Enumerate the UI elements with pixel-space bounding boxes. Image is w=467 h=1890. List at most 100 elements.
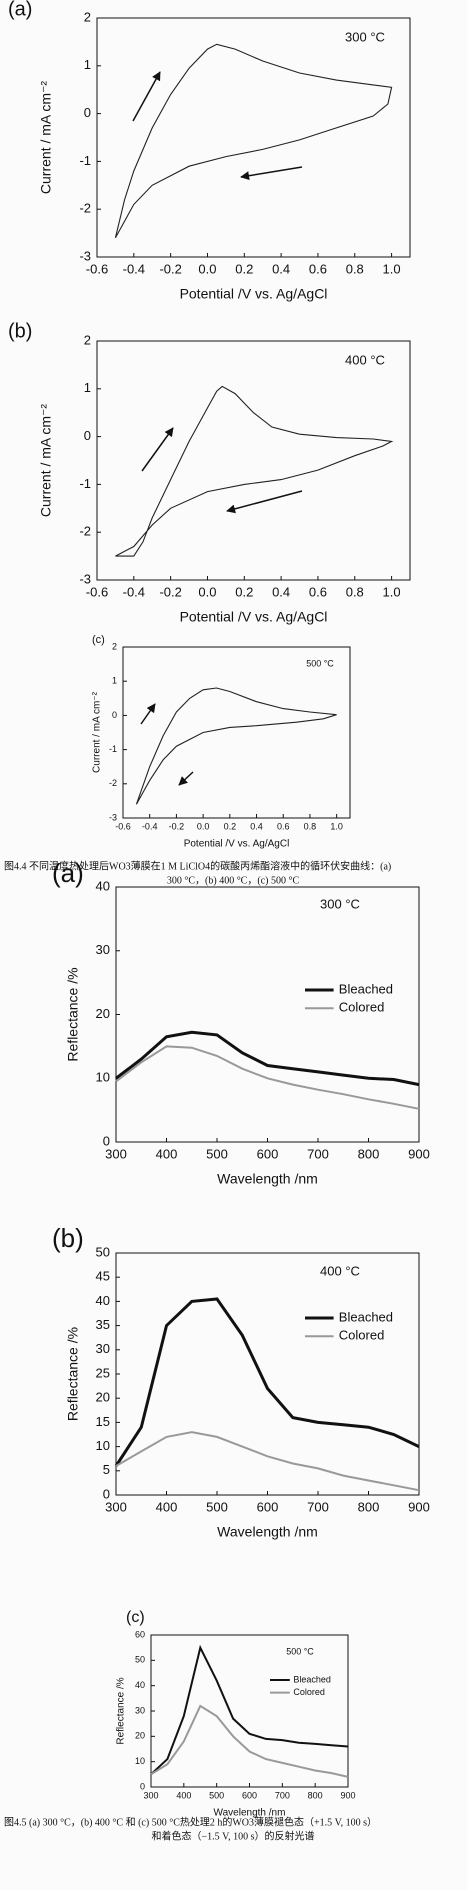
y-tick-label: 2	[84, 9, 91, 24]
y-axis-label: Reflectance /%	[65, 1327, 81, 1421]
plot-frame	[150, 1634, 349, 1788]
x-tick-label: 0.6	[309, 261, 327, 276]
y-tick-label: -2	[79, 201, 91, 216]
x-tick-label: 0.8	[346, 584, 364, 599]
x-tick-label: 300	[143, 1790, 158, 1800]
y-tick-label: 30	[96, 942, 110, 957]
x-tick-label: 300	[105, 1146, 127, 1161]
data-line	[114, 43, 393, 239]
y-tick-label: 50	[96, 1244, 110, 1259]
data-line	[115, 385, 394, 557]
x-tick-label: -0.4	[142, 821, 158, 831]
x-tick-label: 300	[105, 1499, 127, 1514]
x-tick-label: 900	[408, 1146, 430, 1161]
x-tick-label: 1.0	[383, 584, 401, 599]
panel-label: (a)	[52, 858, 84, 888]
data-line	[115, 1045, 420, 1110]
x-axis-label: Potential /V vs. Ag/AgCl	[184, 839, 290, 850]
x-tick-label: 400	[176, 1790, 191, 1800]
x-tick-label: 600	[242, 1790, 257, 1800]
y-tick-label: 20	[96, 1390, 110, 1405]
y-tick-label: 10	[96, 1070, 110, 1085]
y-tick-label: 10	[135, 1756, 145, 1766]
y-tick-label: 40	[96, 878, 110, 893]
x-tick-label: 700	[307, 1146, 329, 1161]
annotation: 500 °C	[286, 1646, 314, 1656]
x-axis-label: Potential /V vs. Ag/AgCl	[180, 285, 328, 301]
caption: 和着色态（−1.5 V, 100 s）的反射光谱	[152, 1829, 315, 1842]
legend-label: Bleached	[293, 1674, 331, 1684]
y-axis-label: Current / mA cm⁻²	[38, 81, 54, 195]
y-tick-label: 5	[103, 1462, 110, 1477]
y-tick-label: -3	[79, 571, 91, 586]
y-tick-label: 20	[135, 1731, 145, 1741]
x-tick-label: 700	[275, 1790, 290, 1800]
panel-label: (a)	[8, 0, 32, 20]
x-tick-label: 900	[408, 1499, 430, 1514]
y-tick-label: 20	[96, 1006, 110, 1021]
y-tick-label: 30	[96, 1341, 110, 1356]
x-tick-label: 600	[257, 1146, 279, 1161]
x-tick-label: 500	[206, 1499, 228, 1514]
plot-frame	[115, 1252, 420, 1496]
data-line	[114, 1297, 420, 1467]
y-tick-label: 2	[112, 641, 117, 651]
data-line	[115, 1030, 420, 1087]
data-line	[135, 687, 337, 805]
x-tick-label: 900	[340, 1790, 355, 1800]
x-tick-label: 0.6	[309, 584, 327, 599]
x-tick-label: 0.4	[272, 261, 290, 276]
x-tick-label: 0.2	[224, 821, 237, 831]
y-tick-label: 0	[84, 105, 91, 120]
y-tick-label: -1	[79, 476, 91, 491]
y-tick-label: 0	[103, 1133, 110, 1148]
x-tick-label: 0.0	[197, 821, 210, 831]
legend-label: Colored	[339, 1000, 385, 1015]
panel-label: (b)	[52, 1223, 84, 1253]
y-tick-label: 15	[96, 1414, 110, 1429]
x-tick-label: 0.2	[235, 261, 253, 276]
x-tick-label: -0.6	[115, 821, 131, 831]
caption: 300 °C，(b) 400 °C，(c) 500 °C	[167, 875, 300, 886]
x-tick-label: 500	[206, 1146, 228, 1161]
x-tick-label: 0.8	[304, 821, 317, 831]
y-tick-label: -2	[109, 778, 117, 788]
x-tick-label: -0.2	[159, 584, 181, 599]
y-tick-label: 35	[96, 1317, 110, 1332]
y-tick-label: 1	[84, 380, 91, 395]
y-axis-label: Current / mA cm⁻²	[92, 691, 103, 773]
x-tick-label: -0.6	[86, 584, 108, 599]
arrow	[226, 490, 303, 514]
arrow	[141, 427, 174, 472]
annotation: 500 °C	[306, 658, 334, 668]
y-tick-label: 25	[96, 1365, 110, 1380]
y-tick-label: 30	[135, 1705, 145, 1715]
annotation: 300 °C	[345, 29, 385, 44]
annotation: 400 °C	[345, 352, 385, 367]
y-tick-label: -3	[109, 812, 117, 822]
x-tick-label: 0.8	[346, 261, 364, 276]
annotation: 400 °C	[320, 1263, 360, 1278]
caption: 图4.4 不同温度热处理后WO3薄膜在1 M LiClO4的碳酸丙烯酯溶液中的循…	[4, 859, 391, 872]
y-tick-label: 10	[96, 1438, 110, 1453]
data-line	[150, 1704, 349, 1778]
x-tick-label: 600	[257, 1499, 279, 1514]
x-tick-label: 800	[358, 1499, 380, 1514]
y-axis-label: Reflectance /%	[65, 967, 81, 1061]
y-tick-label: 40	[135, 1680, 145, 1690]
y-tick-label: -3	[79, 248, 91, 263]
x-tick-label: 400	[156, 1499, 178, 1514]
data-line	[150, 1644, 349, 1776]
x-tick-label: 1.0	[330, 821, 343, 831]
x-tick-label: -0.2	[159, 261, 181, 276]
x-tick-label: 400	[156, 1146, 178, 1161]
y-tick-label: 0	[103, 1486, 110, 1501]
legend-label: Bleached	[339, 981, 393, 996]
arrow	[178, 771, 194, 786]
x-tick-label: -0.4	[123, 584, 145, 599]
plot-frame	[122, 646, 351, 819]
y-tick-label: 60	[135, 1629, 145, 1639]
scan-arrows	[132, 71, 303, 786]
x-tick-label: 800	[358, 1146, 380, 1161]
